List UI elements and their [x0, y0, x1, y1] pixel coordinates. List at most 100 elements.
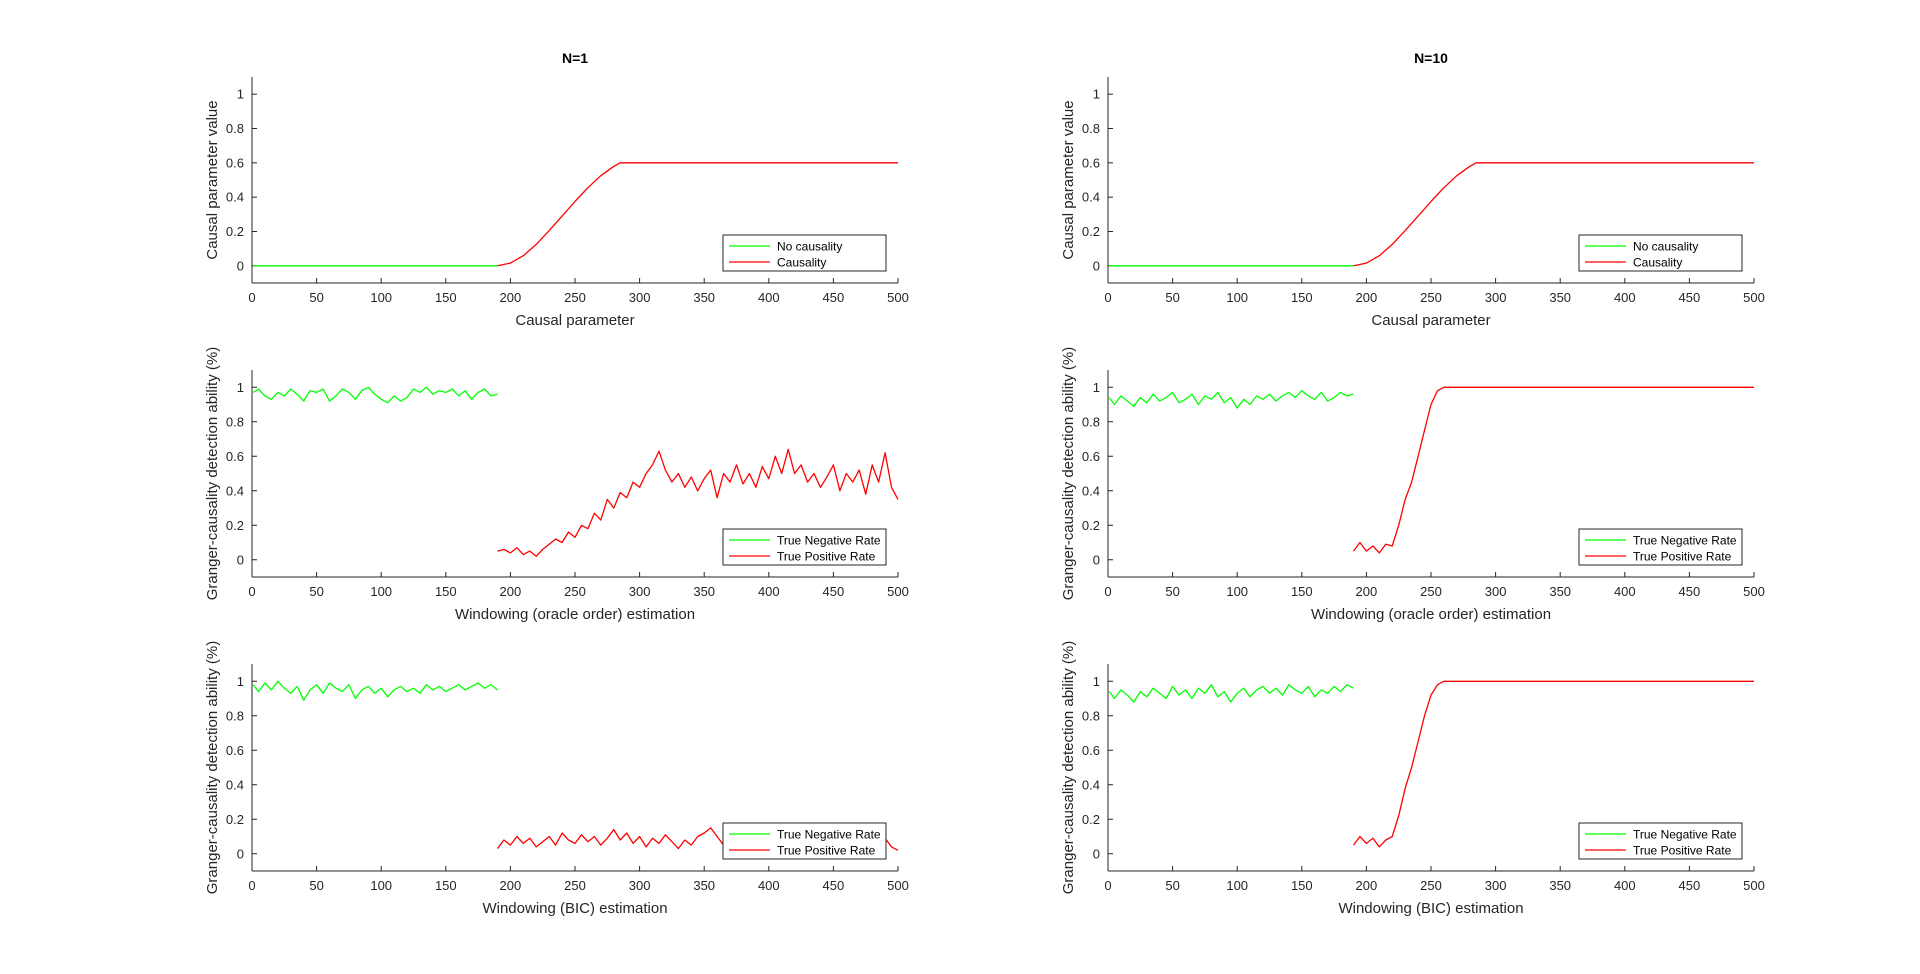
y-axis-label: Granger-causality detection ability (%): [1060, 347, 1077, 600]
series-line-causality: [497, 162, 898, 267]
y-axis-label: Granger-causality detection ability (%): [204, 347, 221, 600]
legend-label: Causality: [777, 256, 826, 270]
x-tick-label: 300: [629, 878, 651, 893]
y-tick-label: 0.6: [226, 155, 244, 170]
x-tick-label: 450: [823, 878, 845, 893]
legend: True Negative Rate True Positive Rate: [1578, 528, 1743, 566]
x-tick-label: 450: [1679, 878, 1701, 893]
legend-label: True Negative Rate: [777, 534, 881, 548]
x-tick-label: 100: [1226, 290, 1248, 305]
x-tick-label: 500: [1743, 290, 1765, 305]
y-tick-label: 1: [1093, 87, 1100, 102]
x-tick-label: 250: [564, 290, 586, 305]
legend-label: No causality: [1633, 240, 1698, 254]
legend-label: Causality: [1633, 256, 1682, 270]
x-tick-label: 450: [823, 290, 845, 305]
x-tick-label: 100: [370, 878, 392, 893]
subplot-title: N=10: [1414, 50, 1448, 66]
legend-box: [1578, 822, 1743, 860]
x-tick-label: 450: [1679, 584, 1701, 599]
x-axis-label: Windowing (BIC) estimation: [1338, 900, 1523, 917]
x-tick-label: 150: [1291, 878, 1313, 893]
x-tick-label: 400: [758, 878, 780, 893]
y-tick-label: 0.4: [1082, 190, 1100, 205]
x-tick-label: 350: [693, 878, 715, 893]
y-tick-label: 0.4: [226, 483, 244, 498]
y-tick-label: 0.8: [226, 708, 244, 723]
x-tick-label: 50: [1165, 584, 1179, 599]
x-tick-label: 150: [435, 878, 457, 893]
x-tick-label: 50: [1165, 878, 1179, 893]
x-tick-label: 350: [1549, 290, 1571, 305]
x-tick-label: 150: [1291, 584, 1313, 599]
legend-label: True Positive Rate: [777, 550, 876, 564]
x-tick-label: 450: [823, 584, 845, 599]
y-tick-label: 0.8: [1082, 121, 1100, 136]
x-tick-label: 50: [309, 290, 323, 305]
x-axis-label: Windowing (BIC) estimation: [482, 900, 667, 917]
x-tick-label: 300: [1485, 584, 1507, 599]
x-tick-label: 400: [1614, 878, 1636, 893]
x-tick-label: 0: [1104, 290, 1111, 305]
x-tick-label: 400: [1614, 290, 1636, 305]
legend: No causality Causality: [722, 234, 887, 272]
y-tick-label: 1: [1093, 674, 1100, 689]
y-tick-label: 0: [1093, 552, 1100, 567]
y-tick-label: 0: [1093, 258, 1100, 273]
y-tick-label: 0.2: [1082, 812, 1100, 827]
y-tick-label: 0: [1093, 846, 1100, 861]
x-tick-label: 200: [500, 290, 522, 305]
x-tick-label: 400: [758, 290, 780, 305]
legend: True Negative Rate True Positive Rate: [722, 528, 887, 566]
plots: 0 50 100 150 200 250 300 350 400 450 50000.20.40.6…: [204, 50, 1765, 917]
x-tick-label: 0: [248, 584, 255, 599]
y-tick-label: 1: [237, 380, 244, 395]
x-tick-label: 200: [1356, 878, 1378, 893]
y-axis-label: Causal parameter value: [1060, 100, 1077, 259]
x-tick-label: 500: [1743, 584, 1765, 599]
x-tick-label: 300: [629, 290, 651, 305]
x-tick-label: 500: [887, 584, 909, 599]
subplot-a3: 0 50 100 150 200 250 300 350 400 450 500 0 0.2 0.4 0.6…: [204, 641, 909, 917]
x-tick-label: 300: [1485, 290, 1507, 305]
x-tick-label: 150: [435, 584, 457, 599]
series-line-true-negative-rate: [1108, 684, 1354, 703]
legend-label: True Negative Rate: [1633, 534, 1737, 548]
y-tick-label: 1: [237, 87, 244, 102]
x-tick-label: 100: [370, 584, 392, 599]
y-tick-label: 0.8: [1082, 708, 1100, 723]
x-tick-label: 350: [693, 584, 715, 599]
y-tick-label: 0.6: [226, 449, 244, 464]
series-line-true-positive-rate: [497, 448, 899, 557]
series-line-causality: [1353, 162, 1754, 267]
x-tick-label: 400: [1614, 584, 1636, 599]
series-line-true-positive-rate: [1352, 386, 1754, 554]
legend-label: No causality: [777, 240, 842, 254]
y-tick-label: 0.2: [226, 224, 244, 239]
x-tick-label: 350: [1549, 878, 1571, 893]
y-tick-label: 0.8: [1082, 414, 1100, 429]
y-tick-label: 0.4: [226, 190, 244, 205]
y-tick-label: 0.6: [226, 743, 244, 758]
x-tick-label: 200: [1356, 290, 1378, 305]
x-tick-label: 500: [887, 878, 909, 893]
legend-label: True Positive Rate: [777, 844, 876, 858]
legend-box: [722, 528, 887, 566]
x-tick-label: 350: [693, 290, 715, 305]
x-tick-label: 450: [1679, 290, 1701, 305]
x-axis-label: Windowing (oracle order) estimation: [1311, 606, 1551, 623]
x-axis-label: Causal parameter: [1371, 312, 1490, 329]
y-tick-label: 0.2: [226, 518, 244, 533]
y-tick-label: 0.8: [226, 121, 244, 136]
y-axis-label: Causal parameter value: [204, 100, 221, 259]
legend: True Negative Rate True Positive Rate: [722, 822, 887, 860]
y-tick-label: 0: [237, 552, 244, 567]
x-tick-label: 300: [629, 584, 651, 599]
legend-box: [1578, 528, 1743, 566]
y-tick-label: 0.4: [1082, 483, 1100, 498]
x-tick-label: 200: [500, 584, 522, 599]
legend-box: [1578, 234, 1743, 272]
y-tick-label: 0: [237, 846, 244, 861]
series-line-true-negative-rate: [1108, 390, 1354, 409]
x-tick-label: 50: [309, 584, 323, 599]
